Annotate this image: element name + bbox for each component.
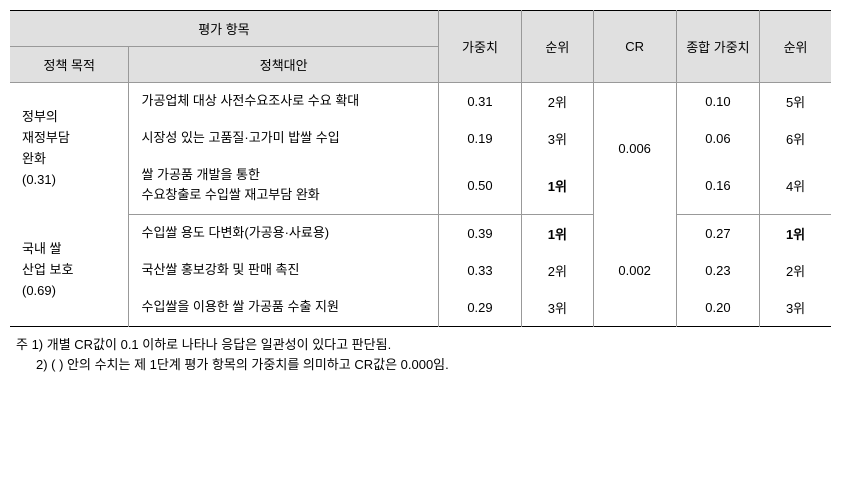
header-rank2: 순위 [760, 11, 831, 83]
policy-alternative-cell: 수입쌀을 이용한 쌀 가공품 수출 지원 [129, 289, 438, 326]
weight-cell: 0.33 [438, 252, 521, 289]
header-composite-weight: 종합 가중치 [676, 11, 759, 83]
policy-alternative-cell: 시장성 있는 고품질·고가미 밥쌀 수입 [129, 120, 438, 157]
rank2-cell: 1위 [760, 215, 831, 252]
note-2: 2) ( ) 안의 수치는 제 1단계 평가 항목의 가중치를 의미하고 CR값… [16, 355, 831, 376]
rank2-cell: 4위 [760, 157, 831, 215]
header-cr: CR [593, 11, 676, 83]
header-eval-item: 평가 항목 [10, 11, 438, 47]
rank2-cell: 6위 [760, 120, 831, 157]
policy-objective-cell: 국내 쌀산업 보호(0.69) [10, 215, 129, 326]
weight-cell: 0.29 [438, 289, 521, 326]
policy-alternative-cell: 국산쌀 홍보강화 및 판매 촉진 [129, 252, 438, 289]
note-1: 주 1) 개별 CR값이 0.1 이하로 나타나 응답은 일관성이 있다고 판단… [16, 335, 831, 356]
header-policy-alternative: 정책대안 [129, 47, 438, 83]
weight-cell: 0.31 [438, 83, 521, 120]
rank2-cell: 2위 [760, 252, 831, 289]
weight-cell: 0.19 [438, 120, 521, 157]
notes: 주 1) 개별 CR값이 0.1 이하로 나타나 응답은 일관성이 있다고 판단… [10, 335, 831, 377]
composite-weight-cell: 0.23 [676, 252, 759, 289]
composite-weight-cell: 0.20 [676, 289, 759, 326]
rank-cell: 1위 [522, 215, 593, 252]
rank-cell: 2위 [522, 252, 593, 289]
header-rank: 순위 [522, 11, 593, 83]
policy-alternative-cell: 쌀 가공품 개발을 통한수요창출로 수입쌀 재고부담 완화 [129, 157, 438, 215]
cr-cell: 0.006 [593, 83, 676, 215]
rank-cell: 2위 [522, 83, 593, 120]
rank-cell: 1위 [522, 157, 593, 215]
rank2-cell: 3위 [760, 289, 831, 326]
cr-cell: 0.002 [593, 215, 676, 326]
composite-weight-cell: 0.10 [676, 83, 759, 120]
weight-cell: 0.39 [438, 215, 521, 252]
composite-weight-cell: 0.16 [676, 157, 759, 215]
rank-cell: 3위 [522, 289, 593, 326]
evaluation-table: 평가 항목 가중치 순위 CR 종합 가중치 순위 정책 목적 정책대안 정부의… [10, 10, 831, 327]
header-weight: 가중치 [438, 11, 521, 83]
policy-alternative-cell: 수입쌀 용도 다변화(가공용·사료용) [129, 215, 438, 252]
policy-objective-cell: 정부의재정부담완화(0.31) [10, 83, 129, 215]
table-body: 정부의재정부담완화(0.31)가공업체 대상 사전수요조사로 수요 확대0.31… [10, 83, 831, 327]
weight-cell: 0.50 [438, 157, 521, 215]
composite-weight-cell: 0.06 [676, 120, 759, 157]
policy-alternative-cell: 가공업체 대상 사전수요조사로 수요 확대 [129, 83, 438, 120]
composite-weight-cell: 0.27 [676, 215, 759, 252]
rank-cell: 3위 [522, 120, 593, 157]
rank2-cell: 5위 [760, 83, 831, 120]
header-policy-objective: 정책 목적 [10, 47, 129, 83]
